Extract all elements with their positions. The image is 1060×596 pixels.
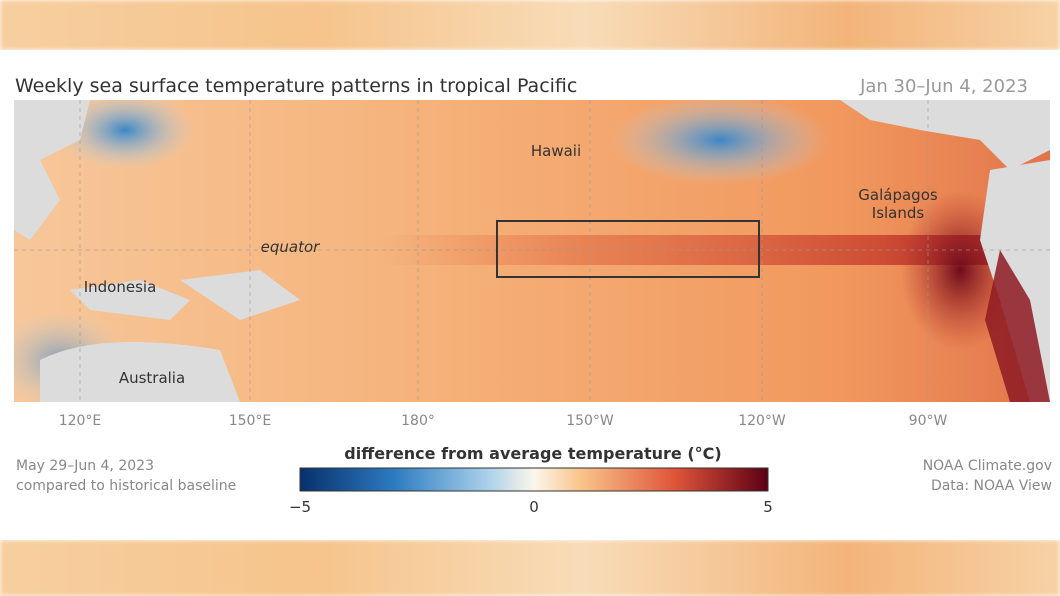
graticule: [14, 100, 1050, 402]
longitude-label: 150°E: [229, 413, 272, 429]
infographic: Weekly sea surface temperature patterns …: [14, 75, 1052, 516]
footer: May 29–Jun 4, 2023 compared to historica…: [16, 458, 1052, 494]
credit: NOAA Climate.gov: [923, 458, 1052, 474]
place-label: Indonesia: [84, 278, 157, 296]
longitude-label: 180°: [401, 413, 435, 429]
cool-anomaly: [55, 100, 195, 170]
colorbar-tick: −5: [289, 498, 311, 516]
longitude-label: 90°W: [909, 413, 948, 429]
label-line: Islands: [872, 204, 925, 222]
blurred-background-bottom: [0, 540, 1060, 596]
land: [40, 342, 240, 402]
cool-anomaly: [610, 100, 830, 185]
label-line: Galápagos: [858, 186, 938, 204]
place-label: Australia: [119, 369, 185, 387]
place-label: Galápagos Islands: [858, 186, 938, 222]
land: [840, 100, 1050, 170]
longitude-label: 150°W: [566, 413, 614, 429]
colorbar-ticks: −5 0 5: [289, 498, 773, 516]
date-range: Jan 30–Jun 4, 2023: [859, 76, 1028, 97]
footer-note: May 29–Jun 4, 2023: [16, 458, 154, 474]
title: Weekly sea surface temperature patterns …: [15, 75, 577, 97]
land: [180, 270, 300, 320]
place-label: equator: [261, 238, 321, 256]
longitude-label: 120°E: [59, 413, 102, 429]
blurred-background-top: [0, 0, 1060, 50]
colorbar-title: difference from average temperature (°C): [344, 444, 721, 463]
colorbar-tick: 5: [763, 498, 773, 516]
footer-note: compared to historical baseline: [16, 478, 236, 494]
map-labels: Hawaii Galápagos Islands equator Indonesi…: [84, 142, 938, 387]
place-label: Hawaii: [531, 142, 581, 160]
land: [70, 280, 190, 320]
infographic-card: Weekly sea surface temperature patterns …: [0, 50, 1060, 540]
colorbar: [299, 467, 769, 492]
colorbar-tick: 0: [529, 498, 539, 516]
nino34-region-box: [496, 220, 760, 278]
longitude-label: 120°W: [738, 413, 786, 429]
credit: Data: NOAA View: [931, 478, 1052, 494]
longitude-labels: 120°E 150°E 180° 150°W 120°W 90°W: [59, 413, 948, 429]
coastal-warm-anomaly: [985, 250, 1050, 402]
map: [14, 100, 1050, 402]
land: [14, 100, 90, 240]
